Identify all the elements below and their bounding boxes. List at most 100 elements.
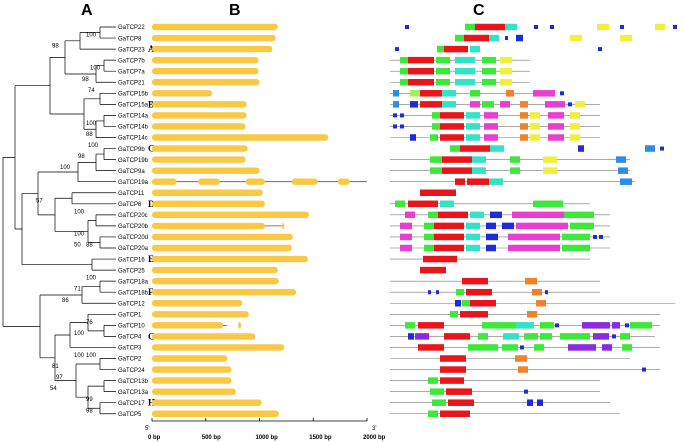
gene-labels: GaTCP22 GaTCP8 GaTCP23 GaTCP7b GaTCP7a GaTCP2… — [118, 25, 149, 418]
motif-box — [424, 222, 434, 230]
gene-label: GaTCP5 — [118, 412, 142, 418]
exon-bar — [152, 366, 232, 373]
motif-box — [420, 90, 442, 97]
motif-box — [520, 101, 528, 108]
axis-3-prime: 3' — [372, 426, 376, 432]
exon-bar — [152, 200, 265, 207]
motif-box — [486, 244, 496, 252]
motif-box — [486, 233, 498, 241]
motif-box — [420, 101, 442, 108]
gene-label: GaTCP10 — [118, 324, 145, 330]
tree-branch — [81, 286, 116, 304]
motif-box — [410, 101, 418, 108]
motif-box — [436, 79, 450, 86]
motif-box — [515, 355, 527, 362]
motif-box — [464, 34, 489, 42]
bootstrap-value: 76 — [86, 320, 93, 326]
bootstrap-value: 97 — [56, 375, 63, 381]
motif-box — [537, 399, 543, 406]
motif-box — [545, 101, 565, 108]
motif-box — [442, 167, 472, 174]
tree-branch — [95, 214, 116, 227]
gene-label: GaTCP22 — [118, 25, 145, 31]
motif-box — [470, 300, 496, 307]
motif-box — [562, 233, 590, 241]
motif-box — [472, 167, 486, 174]
gene-label: GaTCP20d — [118, 235, 148, 241]
motif-box — [520, 112, 528, 119]
gene-label: GaTCP13b — [118, 379, 149, 385]
motif-box — [620, 333, 630, 340]
motif-box — [472, 156, 486, 163]
motif-box — [428, 211, 438, 219]
motif-box — [520, 123, 528, 130]
bootstrap-value: 98 — [78, 154, 85, 160]
motif-box — [645, 145, 655, 152]
motif-box — [466, 112, 480, 119]
exon-bar — [152, 90, 213, 97]
gene-label: GaTCP7b — [118, 58, 145, 64]
motif-box — [440, 366, 466, 373]
motif-box — [408, 200, 438, 208]
exon-bar — [337, 178, 350, 185]
exon-bar — [152, 277, 279, 285]
motif-box — [440, 377, 464, 384]
tree-branch — [99, 402, 116, 415]
motif-box — [455, 67, 475, 75]
gene-label: GaTCP19b — [118, 158, 149, 164]
motif-box — [506, 90, 514, 97]
exon-bar — [152, 333, 256, 340]
axis-tick-label: 1000 bp — [256, 435, 279, 441]
motif-box — [524, 333, 538, 340]
exon-bar — [152, 211, 309, 219]
exon-bar — [152, 322, 223, 329]
gene-label: GaTCP6 — [118, 202, 142, 208]
gene-label: GaTCP21 — [118, 80, 145, 86]
motif-box — [424, 244, 434, 252]
tree-branch — [77, 162, 116, 183]
exon-bar — [152, 45, 273, 53]
motif-box — [430, 156, 442, 163]
motif-map — [390, 23, 677, 417]
tree-branch — [103, 148, 116, 160]
tree-branch — [95, 120, 116, 138]
motif-box — [490, 211, 502, 219]
exon-bar — [291, 178, 318, 185]
motif-box — [466, 123, 480, 130]
motif-box — [395, 200, 405, 208]
motif-box — [512, 211, 564, 219]
bootstrap-value: 100 — [88, 143, 99, 149]
motif-box — [470, 211, 484, 219]
exon-bar — [152, 266, 278, 274]
motif-box — [533, 200, 563, 208]
motif-box — [622, 344, 632, 351]
clade-label: D — [148, 199, 155, 209]
gene-label: GaTCP7a — [118, 69, 145, 75]
clade-label: H — [148, 398, 155, 408]
exon-bar — [152, 377, 232, 384]
motif-box — [470, 45, 480, 53]
motif-box — [440, 200, 454, 208]
motif-box — [455, 56, 475, 64]
motif-box — [524, 389, 528, 394]
tree-branch — [103, 325, 116, 337]
exon-bar — [152, 344, 285, 351]
panel-letter-c: C — [473, 2, 485, 19]
motif-box — [530, 112, 540, 119]
motif-box — [400, 124, 404, 129]
motif-box — [405, 322, 415, 329]
gene-label: GaTCP25 — [118, 268, 145, 274]
motif-box — [418, 344, 444, 351]
gene-label: GaTCP18b — [118, 290, 149, 296]
bootstrap-value: 50 — [74, 243, 81, 249]
motif-box — [642, 367, 646, 372]
motif-box — [625, 323, 629, 328]
length-axis: 5' 3' 0 bp 500 bp 1000 bp 1500 bp 2000 bp — [145, 418, 386, 441]
motif-box — [578, 145, 584, 152]
motif-box — [570, 222, 594, 230]
motif-box — [456, 288, 464, 296]
exon-bar — [152, 145, 248, 152]
motif-box — [484, 123, 498, 130]
motif-box — [395, 47, 399, 52]
motif-box — [420, 266, 446, 274]
